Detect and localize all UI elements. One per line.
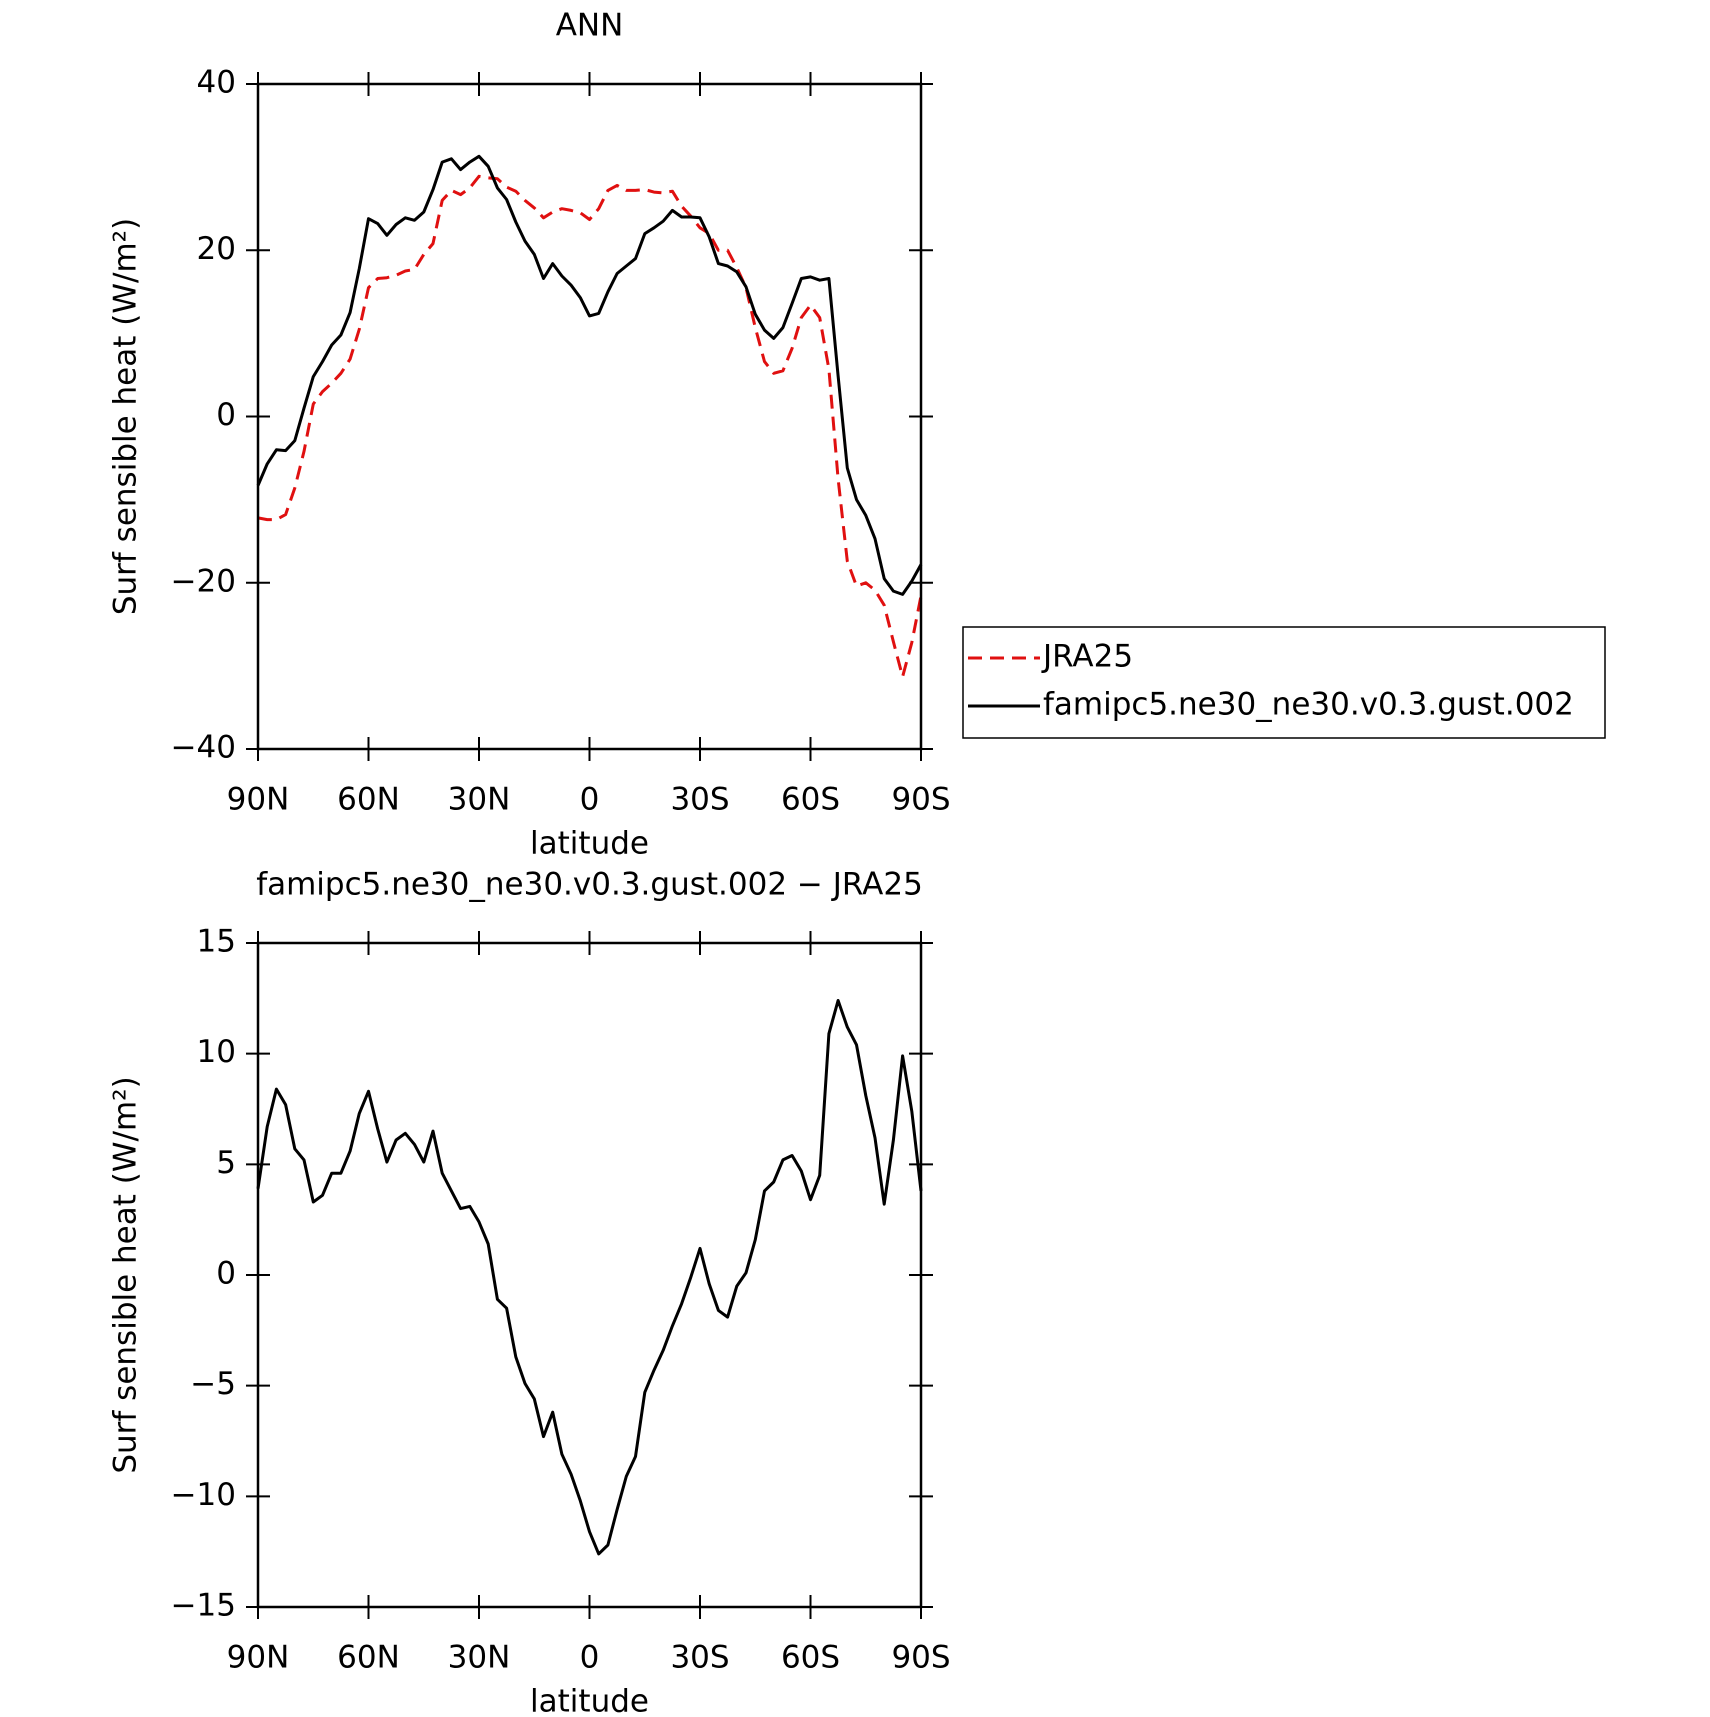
x-tick-label: 30N <box>448 1640 511 1676</box>
y-tick-label: −5 <box>190 1366 236 1402</box>
x-axis-label: latitude <box>530 1684 649 1717</box>
y-tick-label: −40 <box>171 730 236 766</box>
y-tick-label: −10 <box>171 1477 236 1513</box>
y-tick-label: 20 <box>197 231 236 267</box>
x-tick-label: 60N <box>337 782 400 818</box>
x-tick-label: 90N <box>227 782 290 818</box>
x-tick-label: 30N <box>448 782 511 818</box>
plot-frame <box>256 82 923 751</box>
x-tick-label: 90S <box>891 782 950 818</box>
y-tick-label: 0 <box>216 397 236 433</box>
y-tick-label: 40 <box>197 65 236 101</box>
chart-title: ANN <box>556 8 624 44</box>
legend: JRA25 famipc5.ne30_ne30.v0.3.gust.002 <box>962 626 1606 739</box>
x-tick-label: 30S <box>670 782 729 818</box>
y-axis-label: Surf sensible heat (W/m²) <box>108 1076 144 1473</box>
x-tick-label: 60S <box>781 1640 840 1676</box>
legend-label: JRA25 <box>1041 639 1133 675</box>
x-tick-label: 0 <box>580 1640 600 1676</box>
y-tick-label: 15 <box>197 924 236 960</box>
y-axis-label: Surf sensible heat (W/m²) <box>108 218 144 615</box>
legend-box <box>962 626 1606 739</box>
x-tick-label: 60S <box>781 782 840 818</box>
x-tick-label: 60N <box>337 1640 400 1676</box>
y-tick-label: 5 <box>216 1145 236 1181</box>
x-tick-label: 30S <box>670 1640 729 1676</box>
x-tick-label: 90S <box>891 1640 950 1676</box>
x-tick-label: 90N <box>227 1640 290 1676</box>
y-tick-label: −20 <box>171 563 236 599</box>
y-tick-label: −15 <box>171 1588 236 1624</box>
x-axis-label: latitude <box>530 826 649 862</box>
x-tick-label: 0 <box>580 782 600 818</box>
y-tick-label: 10 <box>197 1034 236 1070</box>
data-line <box>256 999 923 1556</box>
legend-label: famipc5.ne30_ne30.v0.3.gust.002 <box>1043 687 1574 723</box>
data-line <box>256 154 923 596</box>
y-tick-label: 0 <box>216 1256 236 1292</box>
data-line <box>257 174 923 679</box>
chart-title: famipc5.ne30_ne30.v0.3.gust.002 − JRA25 <box>256 867 923 903</box>
plot-frame <box>256 941 923 1609</box>
